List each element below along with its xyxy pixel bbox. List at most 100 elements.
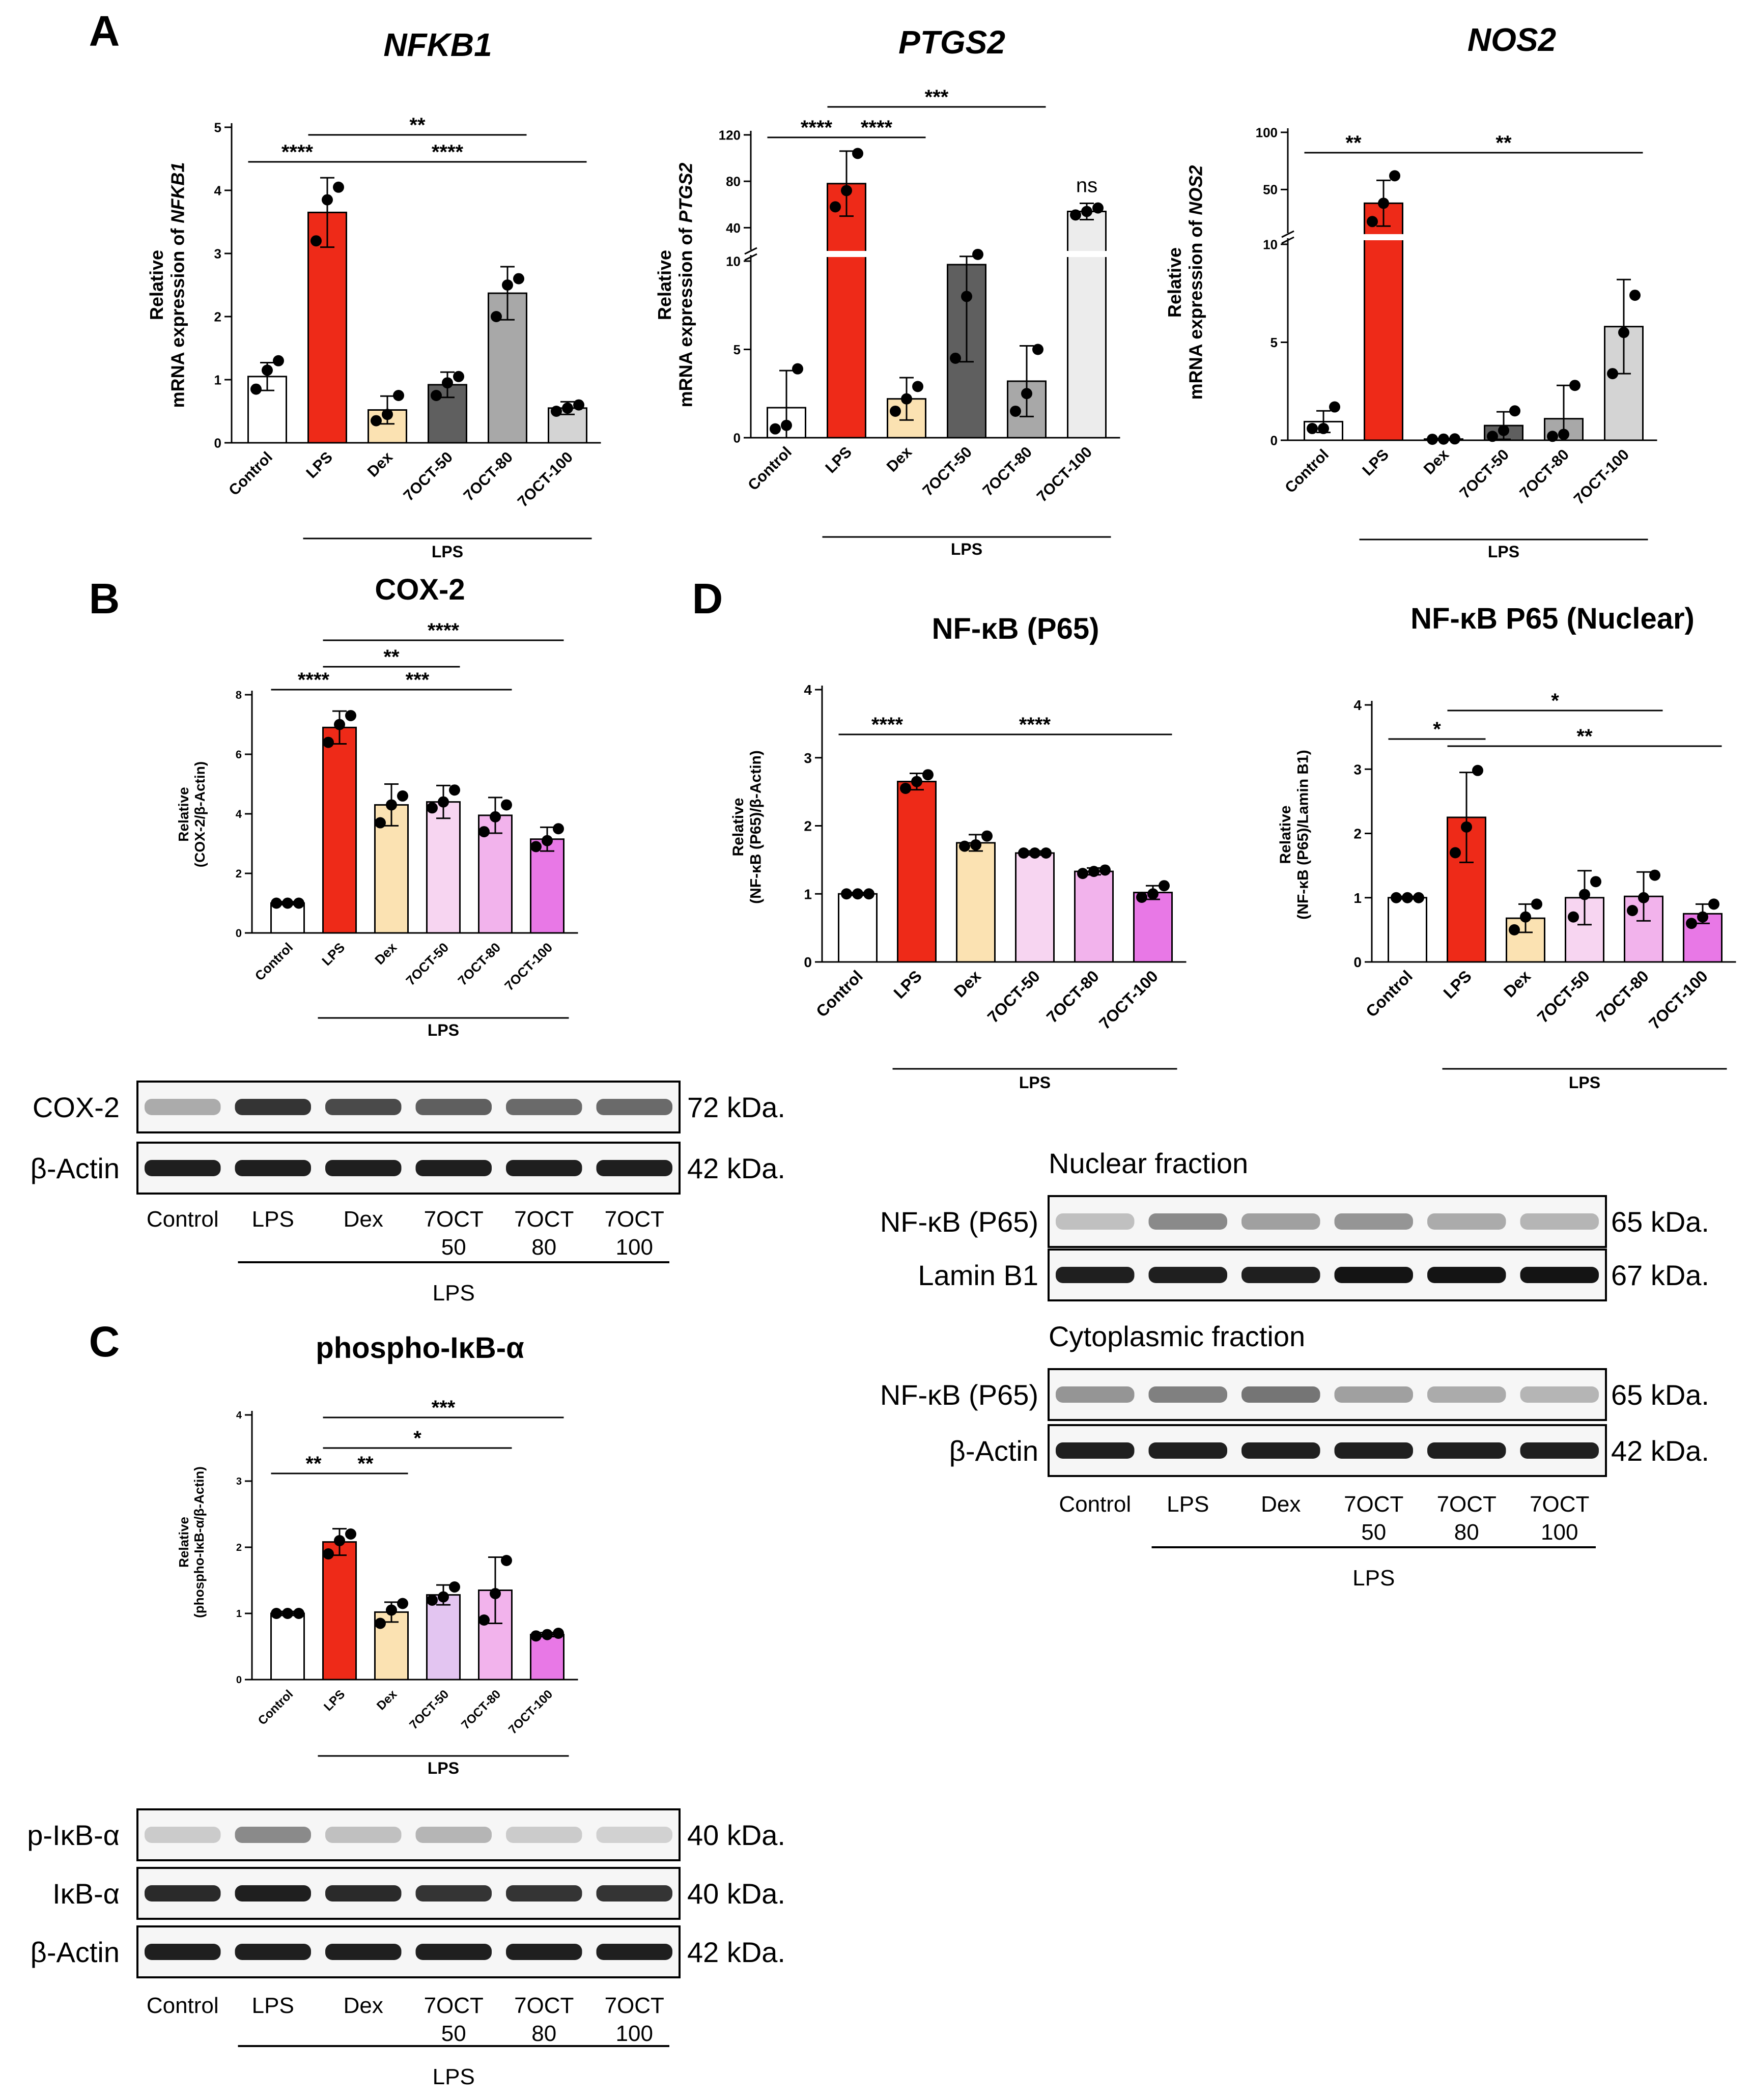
- data-point: [490, 1588, 501, 1599]
- category-label: LPS: [321, 1687, 348, 1714]
- data-point: [1472, 764, 1483, 776]
- bar-7oct-100: [1604, 326, 1644, 441]
- y-axis-label-part: Relative: [654, 250, 675, 320]
- blot-band: [235, 1885, 311, 1902]
- data-point: [293, 897, 304, 909]
- axis-break-mark: [744, 247, 757, 255]
- blot-band: [235, 1160, 311, 1176]
- blot-lane-label: 100: [616, 2021, 653, 2046]
- bar-7oct-80: [1074, 870, 1114, 963]
- blot-lane-label: 7OCT: [605, 1993, 664, 2018]
- category-label: Dex: [1421, 446, 1452, 477]
- significance-label: *: [413, 1427, 421, 1450]
- y-tick-label: 2: [236, 1542, 242, 1553]
- data-point: [311, 235, 322, 247]
- bar-lps: [322, 726, 357, 934]
- y-tick-label: 6: [236, 748, 242, 761]
- chart-title: NF-κB (P65): [932, 612, 1099, 645]
- data-point: [1531, 898, 1542, 910]
- chart-title: NOS2: [1467, 21, 1556, 58]
- y-axis-label: Relative(NF-κB (P65)/Lamin B1): [1277, 750, 1312, 919]
- data-point: [273, 355, 284, 366]
- y-axis-label-part: Relative: [146, 250, 167, 320]
- y-axis-label: Relative(COX-2/β-Actin): [176, 761, 208, 867]
- y-axis-label: RelativemRNA expression of PTGS2: [654, 163, 696, 408]
- bar-control: [838, 893, 878, 963]
- blot-row: [1048, 1195, 1607, 1248]
- y-tick-label: 120: [719, 127, 741, 143]
- data-point: [551, 406, 562, 417]
- blot-band: [596, 1827, 672, 1843]
- blot-band: [596, 1944, 672, 1960]
- y-axis-label-part: mRNA expression of: [167, 223, 188, 408]
- axis-break-gap: [1285, 233, 1291, 238]
- chart-nfkb1: NFKB1 0 1 2 3 4 5 RelativemRNA expression of NF…: [146, 26, 601, 561]
- blot-band: [1334, 1267, 1413, 1283]
- data-point: [981, 830, 993, 842]
- y-tick-label: 1: [1353, 890, 1362, 906]
- group-label: LPS: [951, 540, 982, 558]
- blot-band: [1427, 1442, 1506, 1459]
- bar-lps: [1364, 202, 1403, 441]
- significance-label: ****: [428, 619, 460, 642]
- category-label: LPS: [890, 967, 925, 1002]
- data-point: [972, 248, 983, 260]
- data-point: [333, 181, 344, 193]
- axis-break-mark: [1281, 230, 1294, 238]
- significance-label: ***: [432, 1397, 456, 1419]
- panel-letter-b: B: [89, 575, 120, 622]
- category-label: LPS: [319, 940, 348, 969]
- y-tick-label: 0: [236, 927, 242, 940]
- blot-band: [596, 1160, 672, 1176]
- blot-row: [1048, 1248, 1607, 1301]
- data-point: [1450, 847, 1461, 859]
- data-point: [542, 835, 553, 846]
- data-point: [852, 888, 863, 900]
- blot-kda-label: 65 kDa.: [1611, 1206, 1709, 1238]
- data-point: [912, 381, 923, 392]
- y-axis-label-part: NFKB1: [167, 162, 188, 223]
- data-point: [911, 776, 922, 787]
- data-point: [449, 1581, 460, 1593]
- y-axis-label-part: (NF-κB (P65)/Lamin B1): [1295, 750, 1312, 919]
- data-point: [262, 364, 273, 376]
- category-label: LPS: [1439, 967, 1475, 1002]
- chart-p65: NF-κB (P65) 0 1 2 3 4 Relative(NF-κB (P65)/β-A…: [730, 612, 1187, 1092]
- category-label: 7OCT-100: [1095, 967, 1162, 1033]
- data-point: [1378, 197, 1389, 209]
- data-point: [271, 897, 282, 909]
- blot-lane-label: Control: [1059, 1492, 1131, 1517]
- category-label: Dex: [1500, 967, 1534, 1001]
- bar-lps: [307, 211, 347, 444]
- category-label: 7OCT-50: [920, 444, 975, 499]
- y-tick-label: 0: [236, 1675, 242, 1686]
- blot-band: [1056, 1267, 1135, 1283]
- data-point: [386, 799, 397, 811]
- category-label: Dex: [374, 1687, 400, 1713]
- panel-letter-a: A: [89, 7, 120, 55]
- category-label: Control: [225, 449, 276, 499]
- data-point: [841, 185, 852, 196]
- y-axis-label-part: mRNA expression of: [1185, 215, 1206, 400]
- significance-label: **: [357, 1453, 374, 1475]
- blot-band: [415, 1944, 492, 1960]
- data-point: [1461, 821, 1472, 833]
- blot-band: [1241, 1213, 1320, 1230]
- category-label: Control: [252, 940, 296, 984]
- blot-lane-label: 50: [441, 1235, 466, 1260]
- blot-kda-label: 67 kDa.: [1611, 1259, 1709, 1291]
- blot-band: [415, 1885, 492, 1902]
- data-point: [453, 371, 464, 382]
- axis-break-mark: [744, 253, 757, 261]
- data-point: [961, 291, 972, 302]
- data-point: [852, 148, 863, 159]
- blot-lane-label: Dex: [344, 1207, 383, 1232]
- blot-kda-label: 40 kDa.: [687, 1878, 785, 1910]
- bar-7oct-50: [1015, 852, 1055, 963]
- y-tick-label: 10: [1263, 237, 1278, 252]
- data-point: [501, 799, 512, 811]
- blot-lane-label: 50: [441, 2021, 466, 2046]
- data-point: [1498, 424, 1509, 436]
- blot-kda-label: 42 kDa.: [687, 1936, 785, 1968]
